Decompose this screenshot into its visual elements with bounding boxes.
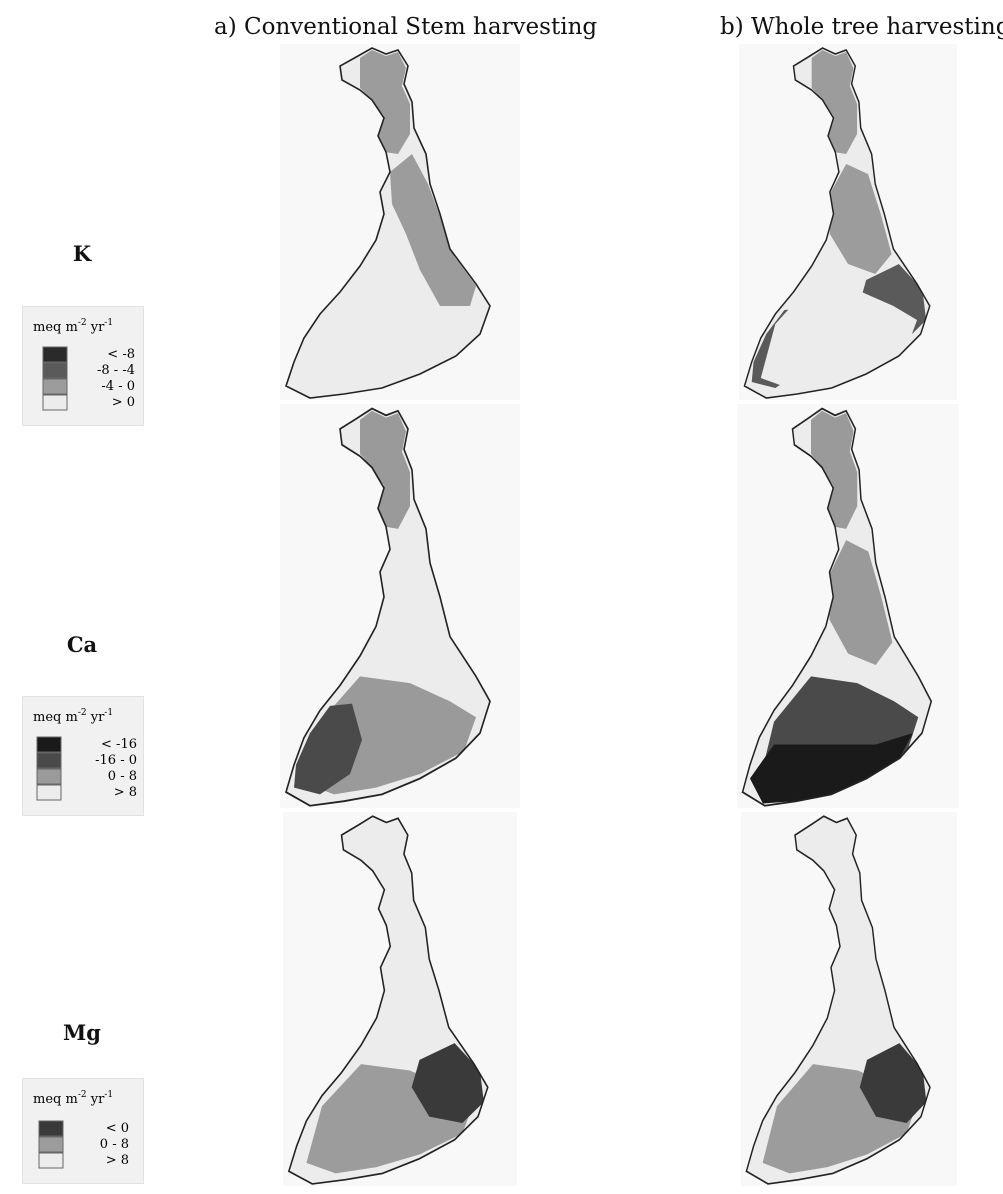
- row-label-mg: Mg: [63, 1020, 101, 1045]
- map-coastline: [285, 47, 491, 399]
- legend-k-swatch-3: [42, 394, 68, 411]
- legend-k-label-1: -8 - -4: [97, 363, 135, 378]
- map-k-wholetree: [739, 44, 957, 400]
- legend-ca-swatch-1: [36, 752, 62, 769]
- map-ca-conventional: [280, 404, 520, 808]
- map-ca-conventional-svg: [285, 407, 491, 807]
- legend-ca-unit: meq m-2 yr-1: [33, 708, 113, 725]
- legend-k-swatch-0: [42, 346, 68, 363]
- map-zone-southeast: [411, 1043, 484, 1123]
- legend-mg-label-0: < 0: [106, 1121, 129, 1136]
- legend-mg-unit: meq m-2 yr-1: [33, 1090, 113, 1107]
- legend-k-swatch-1: [42, 362, 68, 379]
- map-zone-southeast: [859, 1043, 927, 1123]
- map-zone-central: [380, 540, 448, 666]
- map-coastline: [741, 407, 933, 807]
- legend-ca-label-1: -16 - 0: [95, 753, 137, 768]
- legend-ca-swatch-3: [36, 784, 62, 801]
- legend-ca: meq m-2 yr-1 < -16 -16 - 0 0 - 8 > 8: [22, 696, 144, 816]
- legend-mg-swatch-0: [38, 1120, 64, 1137]
- map-zone-central: [829, 540, 893, 666]
- map-mg-wholetree: [741, 812, 957, 1186]
- map-zone-south: [760, 284, 918, 388]
- map-zone-east: [390, 154, 476, 306]
- map-zone-southcoast: [749, 733, 913, 804]
- map-zone-north: [811, 410, 858, 529]
- legend-ca-swatches: meq m-2 yr-1 < -16 -16 - 0 0 - 8 > 8: [33, 708, 137, 801]
- legend-mg-swatch-1: [38, 1136, 64, 1153]
- legend-mg: meq m-2 yr-1 < 0 0 - 8 > 8: [22, 1078, 144, 1184]
- legend-k-unit: meq m-2 yr-1: [33, 318, 113, 335]
- map-zone-central: [829, 164, 892, 274]
- row-label-ca: Ca: [66, 632, 98, 657]
- row-label-k: K: [72, 241, 92, 266]
- map-coastline: [285, 407, 491, 807]
- legend-mg-label-1: 0 - 8: [100, 1137, 129, 1152]
- legend-mg-swatches: meq m-2 yr-1 < 0 0 - 8 > 8: [33, 1090, 129, 1169]
- map-zone-north: [360, 50, 410, 154]
- map-zone-southwest: [294, 308, 362, 388]
- legend-mg-label-2: > 8: [106, 1153, 129, 1168]
- legend-mg-swatch-2: [38, 1152, 64, 1169]
- map-ca-wholetree: [737, 404, 959, 808]
- legend-k-swatch-2: [42, 378, 68, 395]
- map-k-conventional-svg: [285, 47, 491, 399]
- legend-ca-label-2: 0 - 8: [108, 769, 137, 784]
- legend-k-swatches: meq m-2 yr-1 < -8 -8 - -4 -4 - 0 > 0: [33, 318, 135, 411]
- legend-k-label-3: > 0: [112, 395, 135, 410]
- map-k-wholetree-svg: [743, 47, 931, 399]
- map-zone-southwest: [294, 703, 362, 795]
- map-mg-wholetree-svg: [745, 815, 931, 1185]
- map-coastline: [745, 815, 931, 1185]
- legend-ca-label-3: > 8: [114, 785, 137, 800]
- map-zone-north: [811, 50, 858, 154]
- map-mg-conventional: [283, 812, 517, 1186]
- map-coastline: [743, 47, 931, 399]
- column-title-whole-tree: b) Whole tree harvesting: [720, 14, 1003, 40]
- legend-ca-swatch-0: [36, 736, 62, 753]
- column-title-conventional-stem: a) Conventional Stem harvesting: [214, 14, 598, 40]
- legend-k-label-0: < -8: [107, 347, 135, 362]
- legend-k-label-2: -4 - 0: [101, 379, 135, 394]
- map-ca-wholetree-svg: [741, 407, 933, 807]
- legend-ca-label-0: < -16: [101, 737, 137, 752]
- map-mg-conventional-svg: [287, 815, 489, 1185]
- map-zone-north: [360, 410, 410, 529]
- legend-ca-swatch-2: [36, 768, 62, 785]
- map-k-conventional: [280, 44, 520, 400]
- legend-k: meq m-2 yr-1 < -8 -8 - -4 -4 - 0 > 0: [22, 306, 144, 426]
- map-coastline: [287, 815, 489, 1185]
